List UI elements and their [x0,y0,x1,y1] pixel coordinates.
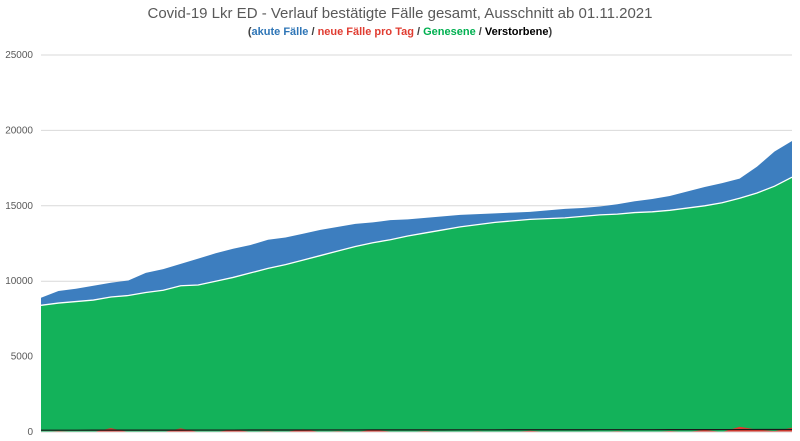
legend-paren-close: ) [548,26,553,38]
y-tick-label: 15000 [5,201,33,212]
legend-separator: / [413,26,424,38]
series-line-verstorbene [41,428,793,431]
legend-item: neue Fälle pro Tag [317,26,414,38]
y-tick-label: 5000 [11,352,34,363]
y-tick-label: 10000 [5,276,33,287]
legend-item: Verstorbene [484,26,549,38]
legend-item: akute Fälle [251,26,309,38]
y-tick-label: 20000 [5,125,33,136]
legend-separator: / [475,26,485,38]
legend-separator: / [308,26,318,38]
series-area-genesene [41,177,792,432]
y-tick-label: 0 [27,427,33,438]
chart-title: Covid-19 Lkr ED - Verlauf bestätigte Fäl… [147,5,653,22]
series-line-genesene-edge [40,176,793,306]
y-tick-label: 25000 [5,50,33,61]
legend-item: Genesene [423,26,476,38]
legend-paren-open: ( [247,26,252,38]
series-area-neue-faelle [41,426,792,432]
chart-legend: (akute Fälle / neue Fälle pro Tag / Gene… [0,26,800,38]
